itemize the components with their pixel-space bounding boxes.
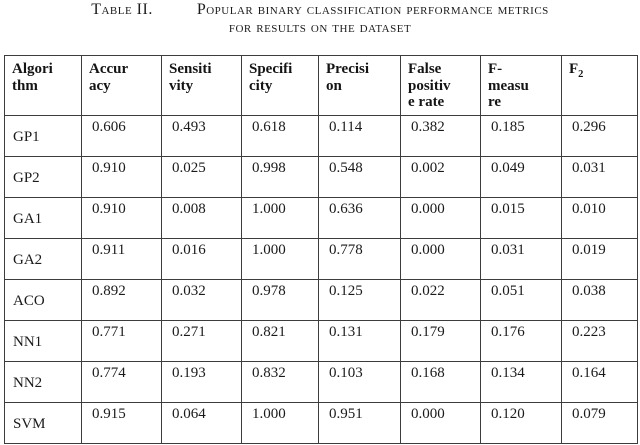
algorithm-name: ACO (4, 278, 82, 321)
metric-value-precision: 0.103 (318, 360, 401, 403)
metric-value-f-measure: 0.120 (480, 401, 562, 444)
metric-value-specificity: 0.821 (241, 319, 319, 362)
metric-value-accuracy: 0.606 (81, 114, 162, 157)
metric-value-specificity: 1.000 (241, 237, 319, 280)
metric-value-sensitivity: 0.493 (161, 114, 242, 157)
algorithm-name: GA2 (4, 237, 82, 280)
metric-value-precision: 0.131 (318, 319, 401, 362)
algorithm-name: SVM (4, 401, 82, 444)
metric-value-false-positive-rate: 0.168 (400, 360, 481, 403)
table-row-ga1: GA1 0.910 0.008 1.000 0.636 0.000 0.015 0.010 (4, 196, 638, 239)
column-header-label: Algori thm (12, 61, 53, 94)
metric-value-false-positive-rate: 0.000 (400, 237, 481, 280)
metric-value-precision: 0.778 (318, 237, 401, 280)
column-header-subscript: 2 (578, 69, 584, 80)
algorithm-name: GA1 (4, 196, 82, 239)
caption-label: Table II. (91, 1, 153, 18)
metric-value-f2: 0.019 (561, 237, 638, 280)
table-row-ga2: GA2 0.911 0.016 1.000 0.778 0.000 0.031 0.019 (4, 237, 638, 280)
metric-value-sensitivity: 0.032 (161, 278, 242, 321)
table-row-nn1: NN1 0.771 0.271 0.821 0.131 0.179 0.176 0.223 (4, 319, 638, 362)
metric-value-f2: 0.010 (561, 196, 638, 239)
column-header-false-positive-rate: False positiv e rate (400, 55, 481, 116)
metric-value-false-positive-rate: 0.000 (400, 401, 481, 444)
caption-line-1: Table II. Popular binary classification p… (0, 1, 640, 19)
metric-value-false-positive-rate: 0.022 (400, 278, 481, 321)
metric-value-specificity: 0.832 (241, 360, 319, 403)
metric-value-f2: 0.296 (561, 114, 638, 157)
table-header: Algori thm Accur acy Sensiti vity Specifi c… (4, 55, 638, 116)
column-header-sensitivity: Sensiti vity (161, 55, 242, 116)
metric-value-f2: 0.031 (561, 155, 638, 198)
algorithm-name: GP2 (4, 155, 82, 198)
metric-value-specificity: 1.000 (241, 401, 319, 444)
column-header-label: Precisi on (326, 61, 370, 94)
metric-value-specificity: 1.000 (241, 196, 319, 239)
metric-value-f2: 0.038 (561, 278, 638, 321)
column-header-f-measure: F- measu re (480, 55, 562, 116)
metric-value-specificity: 0.998 (241, 155, 319, 198)
metric-value-accuracy: 0.910 (81, 155, 162, 198)
metric-value-sensitivity: 0.271 (161, 319, 242, 362)
column-header-label: Accur acy (89, 61, 129, 94)
column-header-accuracy: Accur acy (81, 55, 162, 116)
algorithm-name: GP1 (4, 114, 82, 157)
metric-value-f-measure: 0.049 (480, 155, 562, 198)
metric-value-false-positive-rate: 0.382 (400, 114, 481, 157)
column-header-label: False positiv e rate (408, 61, 451, 110)
table-row-svm: SVM 0.915 0.064 1.000 0.951 0.000 0.120 0.079 (4, 401, 638, 444)
table-row-nn2: NN2 0.774 0.193 0.832 0.103 0.168 0.134 0.164 (4, 360, 638, 403)
column-header-specificity: Specifi city (241, 55, 319, 116)
algorithm-name: NN1 (4, 319, 82, 362)
metric-value-f-measure: 0.015 (480, 196, 562, 239)
metrics-table: Algori thm Accur acy Sensiti vity Specifi c… (4, 55, 638, 444)
caption-line-2: for results on the dataset (228, 19, 412, 36)
column-header-algorithm: Algori thm (4, 55, 82, 116)
table-row-gp1: GP1 0.606 0.493 0.618 0.114 0.382 0.185 0.296 (4, 114, 638, 157)
column-header-label: Specifi city (249, 61, 293, 94)
metric-value-precision: 0.114 (318, 114, 401, 157)
metric-value-f-measure: 0.176 (480, 319, 562, 362)
metric-value-false-positive-rate: 0.179 (400, 319, 481, 362)
column-header-precision: Precisi on (318, 55, 401, 116)
metric-value-precision: 0.125 (318, 278, 401, 321)
metric-value-sensitivity: 0.064 (161, 401, 242, 444)
metric-value-sensitivity: 0.025 (161, 155, 242, 198)
metric-value-specificity: 0.618 (241, 114, 319, 157)
metric-value-accuracy: 0.774 (81, 360, 162, 403)
metric-value-f-measure: 0.051 (480, 278, 562, 321)
metric-value-f-measure: 0.185 (480, 114, 562, 157)
metric-value-accuracy: 0.915 (81, 401, 162, 444)
metric-value-accuracy: 0.910 (81, 196, 162, 239)
metric-value-false-positive-rate: 0.002 (400, 155, 481, 198)
metric-value-sensitivity: 0.193 (161, 360, 242, 403)
column-header-label: Sensiti vity (169, 61, 212, 94)
column-header-label: F (569, 61, 579, 77)
column-header-f2: F2 (561, 55, 638, 116)
metric-value-f2: 0.079 (561, 401, 638, 444)
metric-value-accuracy: 0.892 (81, 278, 162, 321)
table-header-row: Algori thm Accur acy Sensiti vity Specifi c… (4, 55, 638, 116)
metric-value-precision: 0.636 (318, 196, 401, 239)
table-caption: Table II. Popular binary classification p… (0, 1, 640, 37)
metric-value-precision: 0.951 (318, 401, 401, 444)
metric-value-f2: 0.164 (561, 360, 638, 403)
metric-value-specificity: 0.978 (241, 278, 319, 321)
table-row-gp2: GP2 0.910 0.025 0.998 0.548 0.002 0.049 0.031 (4, 155, 638, 198)
metric-value-f2: 0.223 (561, 319, 638, 362)
metric-value-sensitivity: 0.008 (161, 196, 242, 239)
algorithm-name: NN2 (4, 360, 82, 403)
metric-value-sensitivity: 0.016 (161, 237, 242, 280)
metric-value-f-measure: 0.134 (480, 360, 562, 403)
table-body: GP1 0.606 0.493 0.618 0.114 0.382 0.185 0.296 GP… (4, 114, 638, 444)
metric-value-precision: 0.548 (318, 155, 401, 198)
metric-value-accuracy: 0.771 (81, 319, 162, 362)
table-row-aco: ACO 0.892 0.032 0.978 0.125 0.022 0.051 0.038 (4, 278, 638, 321)
metric-value-accuracy: 0.911 (81, 237, 162, 280)
metric-value-false-positive-rate: 0.000 (400, 196, 481, 239)
metric-value-f-measure: 0.031 (480, 237, 562, 280)
column-header-label: F- measu re (488, 61, 529, 110)
caption-title: Popular binary classification performanc… (196, 1, 549, 18)
